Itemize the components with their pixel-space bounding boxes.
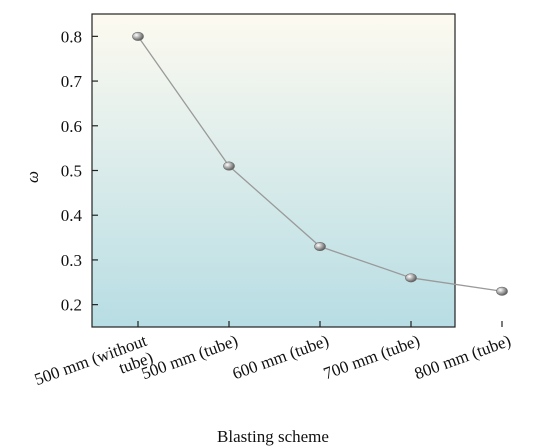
x-tick-label: 500 mm (withouttube) bbox=[32, 331, 156, 406]
x-axis: 500 mm (withouttube)500 mm (tube)600 mm … bbox=[32, 321, 513, 406]
data-point bbox=[314, 242, 326, 252]
y-tick-label: 0.8 bbox=[61, 27, 82, 46]
x-tick-label: 600 mm (tube) bbox=[230, 331, 331, 383]
plot-area bbox=[91, 13, 456, 328]
x-tick-label: 700 mm (tube) bbox=[321, 331, 422, 383]
y-tick-label: 0.7 bbox=[61, 72, 83, 91]
data-point bbox=[223, 161, 235, 171]
data-point bbox=[132, 31, 144, 41]
y-axis: 0.2 0.3 0.4 0.5 0.6 0.7 0.8 bbox=[61, 27, 98, 315]
data-point bbox=[405, 273, 417, 283]
y-tick-label: 0.4 bbox=[61, 206, 83, 225]
y-tick-label: 0.2 bbox=[61, 296, 82, 315]
data-series bbox=[132, 31, 508, 296]
x-tick-label: 800 mm (tube) bbox=[412, 331, 513, 383]
y-tick-label: 0.6 bbox=[61, 117, 82, 136]
y-axis-title: ω bbox=[23, 171, 42, 183]
y-tick-label: 0.5 bbox=[61, 162, 82, 181]
x-axis-title: Blasting scheme bbox=[217, 427, 329, 446]
y-tick-label: 0.3 bbox=[61, 251, 82, 270]
data-point bbox=[496, 286, 508, 296]
x-tick-label: 500 mm (tube) bbox=[139, 331, 240, 383]
